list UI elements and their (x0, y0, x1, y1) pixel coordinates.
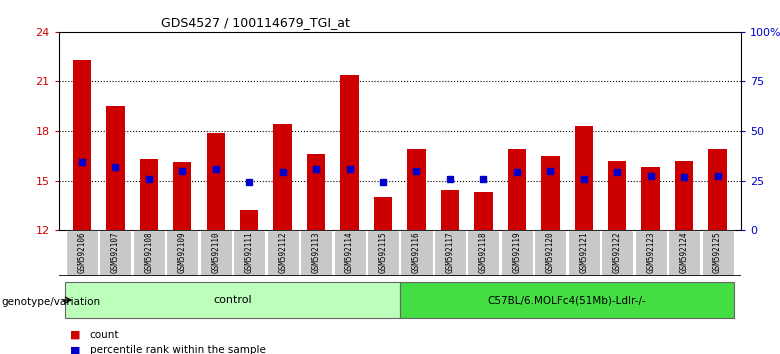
Text: GDS4527 / 100114679_TGI_at: GDS4527 / 100114679_TGI_at (161, 16, 349, 29)
Text: GSM592107: GSM592107 (111, 232, 120, 273)
Bar (340, 75, 359, 230)
Text: GSM592123: GSM592123 (646, 232, 655, 273)
Text: genotype/variation: genotype/variation (2, 297, 101, 307)
Bar (400, 230, 433, 276)
Text: GSM592106: GSM592106 (77, 232, 87, 273)
Bar (575, 126, 593, 230)
Text: GSM592122: GSM592122 (613, 232, 622, 273)
Text: GSM592117: GSM592117 (445, 232, 455, 273)
Bar (173, 162, 191, 230)
Text: GSM592112: GSM592112 (278, 232, 287, 273)
Bar (166, 230, 198, 276)
Bar (641, 167, 660, 230)
Text: GSM592121: GSM592121 (580, 232, 588, 273)
Text: ■: ■ (70, 346, 80, 354)
Text: GSM592125: GSM592125 (713, 232, 722, 273)
Text: GSM592113: GSM592113 (312, 232, 321, 273)
Bar (274, 124, 292, 230)
Text: GSM592124: GSM592124 (679, 232, 689, 273)
Bar (200, 230, 232, 276)
Bar (267, 230, 299, 276)
Bar (106, 106, 125, 230)
Text: GSM592114: GSM592114 (345, 232, 354, 273)
Text: percentile rank within the sample: percentile rank within the sample (90, 346, 265, 354)
Bar (608, 161, 626, 230)
Text: GSM592120: GSM592120 (546, 232, 555, 273)
Bar (240, 210, 258, 230)
Bar (668, 230, 700, 276)
Text: GSM592110: GSM592110 (211, 232, 220, 273)
Bar (233, 230, 265, 276)
Bar (367, 230, 399, 276)
Bar (66, 230, 98, 276)
Bar (133, 230, 165, 276)
Bar (334, 230, 366, 276)
Bar (508, 149, 526, 230)
Text: GSM592109: GSM592109 (178, 232, 186, 273)
Text: GSM592108: GSM592108 (144, 232, 154, 273)
Bar (708, 149, 727, 230)
Bar (400, 282, 734, 318)
Bar (534, 230, 566, 276)
Bar (541, 156, 559, 230)
Bar (99, 230, 132, 276)
Text: GSM592118: GSM592118 (479, 232, 488, 273)
Text: ■: ■ (70, 330, 80, 339)
Bar (300, 230, 332, 276)
Bar (207, 133, 225, 230)
Text: control: control (213, 295, 252, 305)
Text: C57BL/6.MOLFc4(51Mb)-Ldlr-/-: C57BL/6.MOLFc4(51Mb)-Ldlr-/- (488, 295, 647, 305)
Bar (73, 60, 91, 230)
Bar (501, 230, 533, 276)
Bar (474, 192, 493, 230)
Text: GSM592116: GSM592116 (412, 232, 421, 273)
Bar (568, 230, 600, 276)
Text: GSM592119: GSM592119 (512, 232, 521, 273)
Text: GSM592111: GSM592111 (245, 232, 254, 273)
Bar (635, 230, 667, 276)
Bar (434, 230, 466, 276)
Text: count: count (90, 330, 119, 339)
Bar (407, 149, 426, 230)
Bar (140, 159, 158, 230)
Text: GSM592115: GSM592115 (378, 232, 388, 273)
Bar (601, 230, 633, 276)
Bar (307, 154, 325, 230)
Bar (441, 190, 459, 230)
Bar (66, 282, 400, 318)
Bar (467, 230, 499, 276)
Bar (374, 197, 392, 230)
Bar (675, 161, 693, 230)
Bar (701, 230, 734, 276)
